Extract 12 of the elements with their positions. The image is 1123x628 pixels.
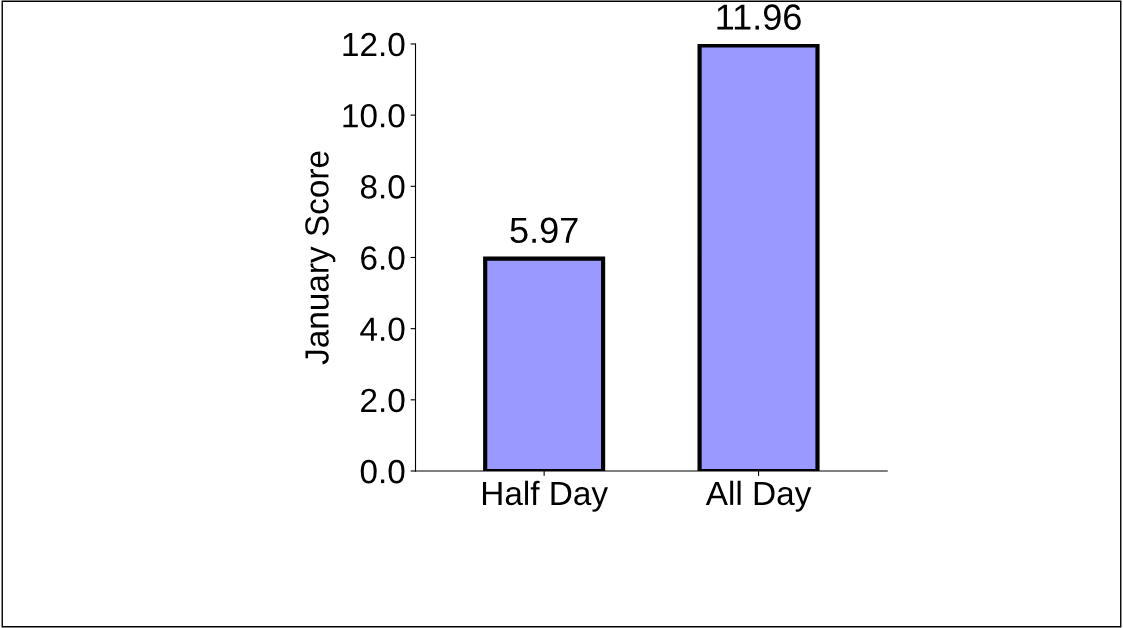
y-tick-label: 2.0 bbox=[361, 388, 405, 413]
y-tick-label: 4.0 bbox=[360, 317, 405, 342]
data-label: 5.97 bbox=[510, 217, 578, 244]
y-tick-label: 12.0 bbox=[343, 32, 405, 57]
x-tick-label: All Day bbox=[705, 480, 812, 512]
y-tick-label: 0.0 bbox=[360, 459, 405, 484]
data-label: 11.96 bbox=[717, 4, 801, 30]
y-tick-label: 8.0 bbox=[360, 175, 405, 199]
x-tick-label: Half Day bbox=[482, 480, 608, 512]
y-tick-label: 6.0 bbox=[361, 246, 405, 270]
y-tick-label: 10.0 bbox=[343, 103, 405, 128]
y-axis-title: January Score bbox=[305, 151, 336, 365]
